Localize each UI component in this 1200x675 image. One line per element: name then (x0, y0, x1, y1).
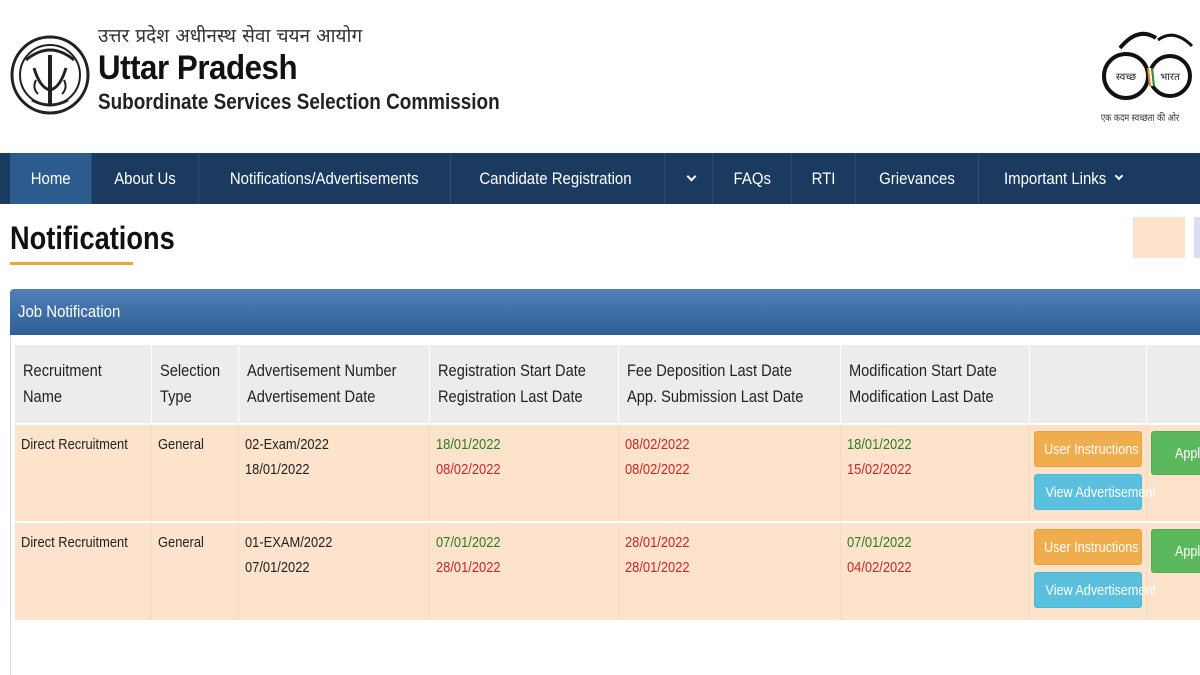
cell-advertisement: 01-EXAM/2022 07/01/2022 (238, 521, 430, 620)
nav-about-us[interactable]: About Us (92, 153, 200, 204)
cell-recruitment-name: Direct Recruitment (15, 521, 153, 620)
cell-apply: Apply (1146, 423, 1200, 522)
table-row: Direct Recruitment General 02-Exam/2022 1… (15, 423, 1200, 522)
cell-actions: User Instructions View Advertisement (1029, 521, 1156, 620)
cell-fee-submission-dates: 08/02/2022 08/02/2022 (618, 423, 842, 522)
col-selection-type: Selection Type (151, 345, 240, 424)
notifications-table: Recruitment Name Selection Type Advertisem… (15, 345, 1200, 620)
swachh-right-text: भारत (1160, 72, 1180, 83)
nav-important-links[interactable]: Important Links (979, 153, 1139, 204)
col-fee-submission-dates: Fee Deposition Last Date App. Submission … (618, 345, 842, 424)
nav-grievances-label: Grievances (879, 169, 956, 188)
cell-modification-dates: 07/01/2022 04/02/2022 (840, 521, 1030, 620)
cell-apply: Apply (1146, 521, 1200, 620)
theme-swatch-lavender[interactable] (1194, 217, 1200, 258)
site-header: उत्तर प्रदेश अधीनस्थ सेवा चयन आयोग Uttar… (0, 0, 1200, 153)
up-emblem-icon (10, 35, 90, 115)
page-title: Notifications (10, 220, 175, 256)
nav-candidate-registration-label: Candidate Registration (479, 169, 632, 188)
col-advertisement: Advertisement Number Advertisement Date (238, 345, 430, 424)
nav-dropdown-toggle[interactable] (665, 153, 713, 204)
col-modification-dates: Modification Start Date Modification Last… (840, 345, 1030, 424)
cell-registration-dates: 07/01/2022 28/01/2022 (429, 521, 619, 620)
chevron-down-icon (1114, 171, 1123, 181)
apply-button[interactable]: Apply (1150, 431, 1200, 475)
cell-selection-type: General (151, 521, 240, 620)
cell-fee-submission-dates: 28/01/2022 28/01/2022 (618, 521, 842, 620)
panel-title: Job Notification (18, 302, 121, 321)
cell-modification-dates: 18/01/2022 15/02/2022 (840, 423, 1030, 522)
nav-faqs[interactable]: FAQs (713, 153, 793, 204)
view-advertisement-button[interactable]: View Advertisement (1033, 572, 1156, 608)
cell-advertisement: 02-Exam/2022 18/01/2022 (238, 423, 430, 522)
cell-actions: User Instructions View Advertisement (1029, 423, 1156, 522)
site-title: Uttar Pradesh (98, 49, 298, 87)
title-underline (10, 262, 133, 265)
table-row: Direct Recruitment General 01-EXAM/2022 0… (15, 521, 1200, 620)
user-instructions-button[interactable]: User Instructions (1033, 529, 1142, 565)
nav-about-us-label: About Us (114, 169, 177, 188)
col-actions (1029, 345, 1147, 424)
nav-rti-label: RTI (811, 169, 836, 188)
apply-button[interactable]: Apply (1150, 529, 1200, 573)
nav-candidate-registration[interactable]: Candidate Registration (451, 153, 665, 204)
site-subtitle: Subordinate Services Selection Commissio… (98, 89, 500, 114)
nav-home[interactable]: Home (10, 153, 93, 204)
nav-grievances[interactable]: Grievances (856, 153, 980, 204)
col-registration-dates: Registration Start Date Registration Last… (429, 345, 619, 424)
hindi-title: उत्तर प्रदेश अधीनस्थ सेवा चयन आयोग (98, 25, 363, 47)
nav-notifications[interactable]: Notifications/Advertisements (199, 153, 451, 204)
nav-rti[interactable]: RTI (792, 153, 857, 204)
col-apply (1146, 345, 1200, 424)
theme-swatch-peach[interactable] (1133, 217, 1185, 258)
main-nav: Home About Us Notifications/Advertisemen… (0, 153, 1200, 204)
view-advertisement-button[interactable]: View Advertisement (1033, 474, 1156, 510)
cell-registration-dates: 18/01/2022 08/02/2022 (429, 423, 619, 522)
cell-recruitment-name: Direct Recruitment (15, 423, 153, 522)
user-instructions-button[interactable]: User Instructions (1033, 431, 1142, 467)
nav-home-label: Home (30, 169, 71, 188)
swachh-tagline: एक कदम स्वच्छता की ओर (1100, 113, 1180, 124)
table-header-row: Recruitment Name Selection Type Advertisem… (15, 345, 1200, 424)
swachh-bharat-glasses-icon: स्वच्छ भारत (1102, 31, 1194, 100)
cell-selection-type: General (151, 423, 240, 522)
col-recruitment-name: Recruitment Name (15, 345, 153, 424)
nav-important-links-label: Important Links (1004, 169, 1107, 188)
job-notification-panel-header: Job Notification (10, 289, 1200, 335)
swachh-left-text: स्वच्छ (1116, 72, 1136, 83)
chevron-down-icon (686, 171, 697, 181)
nav-faqs-label: FAQs (733, 169, 771, 188)
nav-notifications-label: Notifications/Advertisements (230, 169, 419, 188)
